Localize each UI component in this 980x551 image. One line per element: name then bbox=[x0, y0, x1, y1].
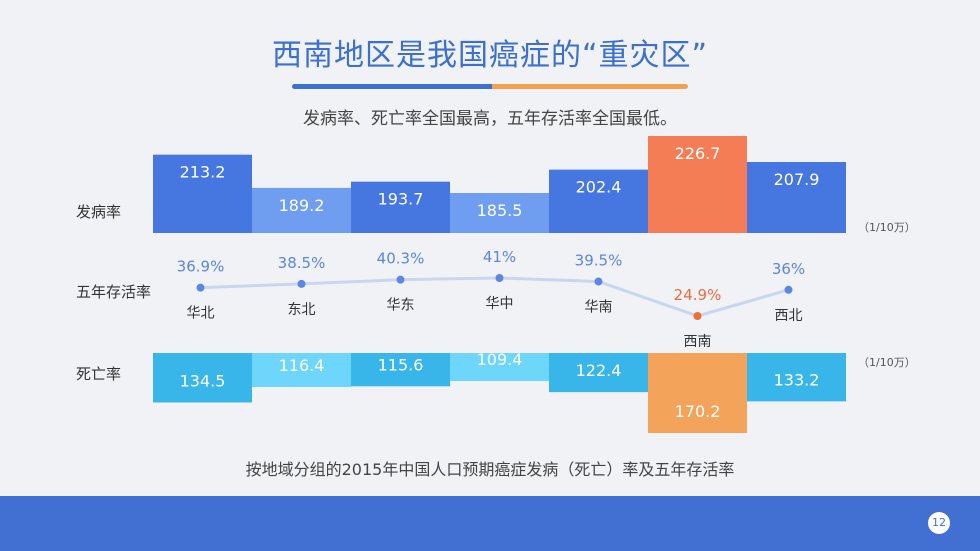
survival-value-label: 39.5% bbox=[575, 252, 623, 270]
region-category-label: 华南 bbox=[585, 300, 613, 316]
footer-band bbox=[0, 496, 980, 551]
incidence-value-label: 185.5 bbox=[477, 201, 523, 220]
region-category-label: 西北 bbox=[775, 308, 803, 324]
region-category-label: 华东 bbox=[387, 298, 415, 314]
incidence-bar bbox=[153, 154, 252, 233]
survival-point bbox=[784, 285, 793, 294]
slide-title: 西南地区是我国癌症的“重灾区” bbox=[271, 38, 709, 73]
incidence-bar bbox=[648, 136, 747, 233]
incidence-value-label: 226.7 bbox=[675, 144, 721, 163]
mortality-value-label: 134.5 bbox=[180, 371, 226, 390]
mortality-bar bbox=[153, 353, 252, 403]
mortality-bar bbox=[450, 353, 549, 381]
survival-value-label: 36% bbox=[772, 260, 805, 278]
region-category-label: 华中 bbox=[486, 296, 514, 312]
region-category-label: 西南 bbox=[684, 334, 712, 350]
incidence-bar bbox=[252, 187, 351, 233]
survival-point bbox=[693, 312, 702, 320]
chart-caption: 按地域分组的2015年中国人口预期癌症发病（死亡）率及五年存活率 bbox=[245, 460, 735, 479]
mortality-value-label: 116.4 bbox=[279, 356, 325, 375]
mortality-value-label: 122.4 bbox=[576, 361, 622, 380]
mortality-value-label: 133.2 bbox=[774, 370, 820, 389]
incidence-bar bbox=[450, 193, 549, 233]
mortality-bar bbox=[747, 353, 846, 402]
title-underline-blue bbox=[292, 84, 492, 89]
mortality-row-label: 死亡率 bbox=[76, 365, 121, 383]
mortality-value-label: 109.4 bbox=[477, 350, 523, 369]
incidence-bar bbox=[747, 162, 846, 233]
survival-line-chart: 36.9% 华北 38.5% 东北 40.3% 华东 41% 华中 39.5% 华南 24.9% 西南… bbox=[177, 248, 806, 350]
survival-point bbox=[396, 275, 405, 284]
incidence-value-label: 193.7 bbox=[378, 190, 424, 209]
survival-point bbox=[196, 283, 205, 292]
incidence-bar bbox=[549, 169, 648, 233]
survival-point bbox=[594, 277, 603, 286]
region-category-label: 东北 bbox=[288, 302, 316, 318]
incidence-value-label: 202.4 bbox=[576, 178, 622, 197]
mortality-bars: 134.5 116.4 115.6 109.4 122.4 170.2 133.2 bbox=[153, 350, 846, 433]
survival-value-label: 40.3% bbox=[377, 250, 425, 268]
incidence-bars: 213.2 189.2 193.7 185.5 202.4 226.7 207.9 bbox=[153, 136, 846, 233]
incidence-bar bbox=[351, 181, 450, 233]
survival-point bbox=[297, 279, 306, 288]
mortality-bar bbox=[648, 353, 747, 433]
regional-cancer-chart: 213.2 189.2 193.7 185.5 202.4 226.7 207.9 36.9… bbox=[76, 136, 916, 433]
survival-value-label: 38.5% bbox=[278, 254, 326, 272]
mortality-bar bbox=[252, 353, 351, 387]
region-category-label: 华北 bbox=[187, 306, 215, 322]
mortality-value-label: 170.2 bbox=[675, 402, 721, 421]
page-number-badge: 12 bbox=[928, 512, 950, 534]
survival-value-label: 36.9% bbox=[177, 258, 225, 276]
mortality-unit-label: （1/10万） bbox=[858, 356, 916, 369]
incidence-value-label: 189.2 bbox=[279, 196, 325, 215]
survival-value-label: 41% bbox=[483, 248, 516, 266]
survival-point bbox=[495, 274, 504, 282]
mortality-bar bbox=[549, 353, 648, 393]
incidence-row-label: 发病率 bbox=[76, 203, 121, 221]
incidence-value-label: 213.2 bbox=[180, 163, 226, 182]
mortality-value-label: 115.6 bbox=[378, 355, 424, 374]
survival-row-label: 五年存活率 bbox=[76, 283, 151, 301]
slide-subtitle: 发病率、死亡率全国最高，五年存活率全国最低。 bbox=[303, 109, 677, 129]
mortality-bar bbox=[351, 353, 450, 387]
survival-value-label: 24.9% bbox=[674, 286, 722, 304]
incidence-unit-label: （1/10万） bbox=[858, 221, 916, 234]
incidence-value-label: 207.9 bbox=[774, 170, 820, 189]
title-underline-orange bbox=[492, 84, 688, 89]
